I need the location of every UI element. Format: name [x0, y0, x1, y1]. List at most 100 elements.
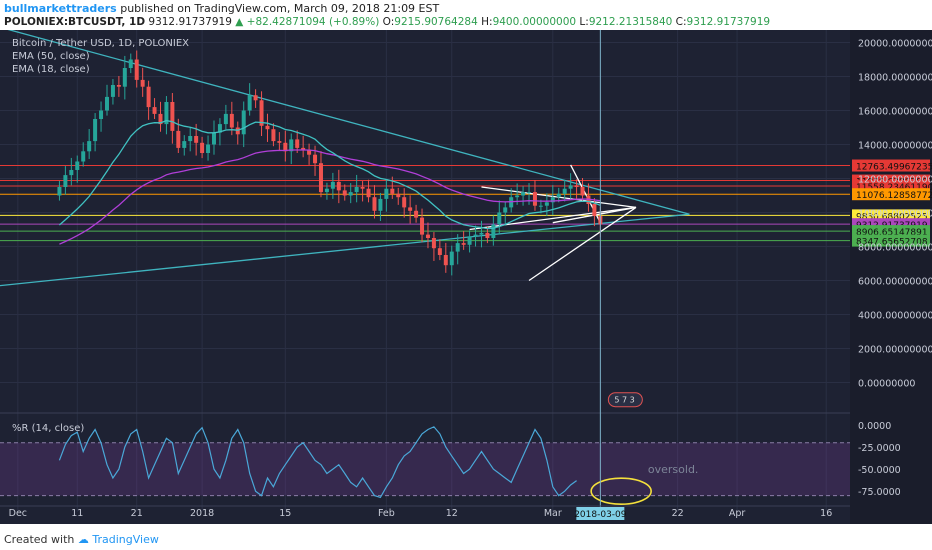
chart-canvas[interactable]: oversold.5 7 3 12763.4996723511879.63862… — [0, 30, 932, 524]
time-tick-label: 11 — [71, 508, 83, 519]
time-tick-label: Dec — [9, 508, 27, 519]
candle-body — [158, 113, 163, 125]
candle-body — [283, 142, 288, 152]
candle-body — [116, 85, 121, 87]
axes: 12763.4996723511879.6386280211558.234611… — [0, 30, 932, 520]
candle-body — [87, 141, 92, 152]
footer: Created with ☁ TradingView — [4, 533, 159, 546]
candle-body — [324, 188, 329, 193]
candle-body — [69, 170, 74, 176]
candle-body — [330, 181, 335, 189]
candle-body — [461, 243, 466, 245]
candle-body — [538, 205, 543, 207]
candle-body — [467, 236, 472, 245]
price-level-tag — [852, 225, 930, 238]
candle-body — [241, 110, 246, 135]
candle-body — [336, 181, 341, 191]
candle-body — [223, 113, 228, 125]
candle-body — [455, 243, 460, 252]
candle-body — [140, 79, 145, 87]
candle-body — [211, 132, 216, 145]
high-value: 9400.00000000 — [492, 16, 577, 28]
close-label: C: — [675, 16, 687, 28]
price-tick-label: 12000.00000000 — [858, 175, 932, 186]
candle-body — [360, 187, 365, 189]
candle-body — [431, 238, 436, 249]
candle-body — [253, 95, 258, 101]
wr-band — [0, 442, 850, 497]
candle-body — [75, 161, 80, 170]
time-tick-label: 22 — [672, 508, 684, 519]
candle-body — [497, 212, 502, 225]
annotations: oversold. 5 7 3 — [590, 392, 699, 505]
oversold-label: oversold. — [648, 463, 699, 476]
candle-body — [473, 234, 478, 237]
candle-body — [443, 255, 448, 266]
candle-body — [188, 136, 193, 142]
price-tick-label: 6000.00000000 — [858, 277, 932, 288]
candle-body — [265, 125, 270, 130]
annotation-line — [469, 206, 637, 231]
tradingview-cloud-icon: ☁ — [77, 533, 89, 546]
candle-body — [544, 202, 549, 206]
trendline-lower — [0, 213, 690, 287]
ema-lines — [58, 119, 601, 245]
time-tick-label: 12 — [446, 508, 458, 519]
candle-body — [550, 197, 555, 203]
price-tick-label: 8000.00000000 — [858, 243, 932, 254]
wr-line — [58, 426, 577, 499]
price-tick-label: 0.00000000 — [858, 379, 915, 390]
candle-body — [485, 232, 490, 238]
candle-body — [574, 185, 579, 187]
candle-body — [348, 192, 353, 196]
candle-body — [562, 188, 567, 194]
candle-body — [390, 188, 395, 194]
candle-body — [194, 136, 199, 143]
trendline-upper — [7, 30, 690, 215]
ohlc-header: POLONIEX:BTCUSDT, 1D 9312.91737919 ▲ +82… — [4, 16, 770, 28]
price-level-tag — [852, 234, 930, 247]
candle-body — [217, 124, 222, 133]
price-tick-label: 14000.00000000 — [858, 141, 932, 152]
price-level-tag — [852, 159, 930, 172]
candle-body — [170, 102, 175, 131]
candle-body — [93, 119, 98, 142]
candle-body — [342, 190, 347, 196]
candle-body — [164, 102, 169, 125]
candle-body — [57, 187, 62, 196]
candle-body — [301, 147, 306, 150]
legend-ema50: EMA (50, close) — [12, 51, 90, 62]
cursor-date-label: 2018-03-09 — [574, 510, 627, 520]
price-tick-label: 18000.00000000 — [858, 73, 932, 84]
candle-body — [318, 163, 323, 193]
price-tick-label: 2000.00000000 — [858, 345, 932, 356]
time-tick-label: 16 — [820, 508, 832, 519]
candle-body — [366, 188, 371, 198]
price-level-label: 12763.49967235 — [856, 163, 932, 173]
candle-body — [247, 95, 252, 111]
price-level-label: 8906.65147891 — [856, 228, 928, 238]
last-price: 9312.91737919 — [148, 16, 232, 28]
created-with-text: Created with — [4, 533, 75, 546]
candle-body — [152, 107, 157, 114]
candle-body — [146, 86, 151, 108]
candle-body — [176, 130, 181, 148]
author-link[interactable]: bullmarkettraders — [4, 2, 117, 15]
close-value: 9312.91737919 — [686, 16, 771, 28]
candle-body — [134, 59, 139, 80]
time-tick-label: Apr — [729, 508, 746, 519]
candle-body — [235, 127, 240, 135]
candle-body — [479, 232, 484, 235]
candle-body — [63, 175, 68, 187]
wr-tick-label: 0.0000 — [858, 421, 891, 432]
time-tick-label: 15 — [279, 508, 291, 519]
price-tick-label: 20000.00000000 — [858, 39, 932, 50]
candle-body — [521, 192, 526, 196]
wr-band-fill — [0, 442, 850, 496]
tradingview-brand[interactable]: TradingView — [92, 533, 159, 546]
candle-body — [378, 198, 383, 211]
candle-body — [206, 144, 211, 153]
candle-body — [420, 217, 425, 235]
candle-body — [527, 192, 532, 194]
candle-body — [277, 141, 282, 143]
